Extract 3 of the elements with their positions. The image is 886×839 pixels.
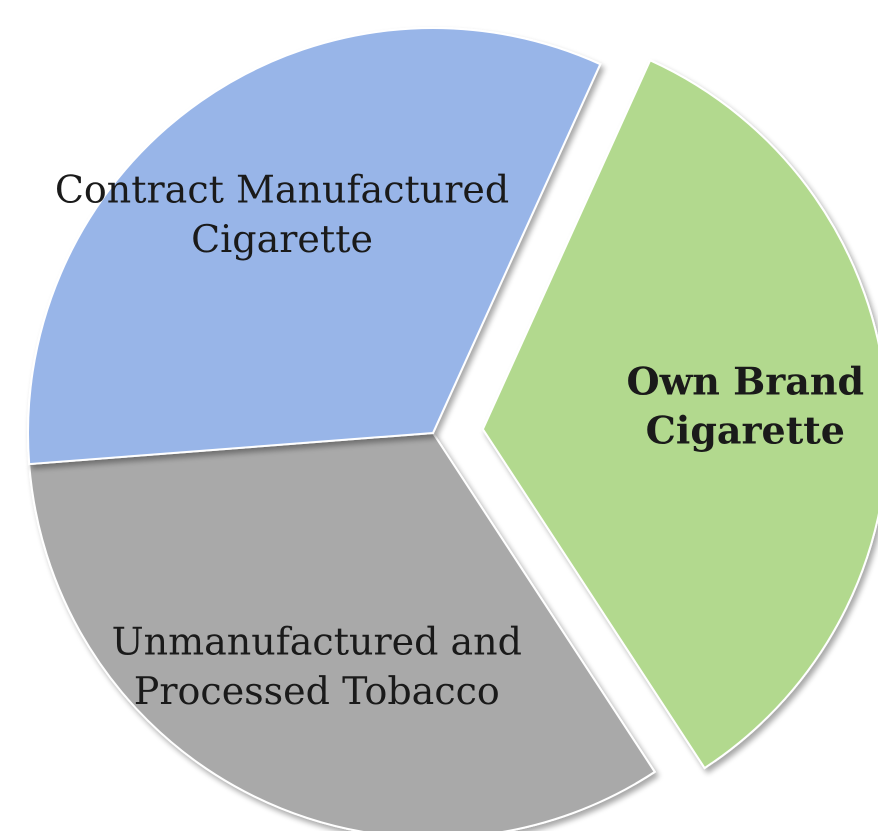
slice-label: Contract Manufactured Cigarette: [54, 168, 510, 261]
slice-label: Unmanufactured and Processed Tobacco: [112, 619, 522, 713]
slice-label: Own Brand Cigarette: [626, 358, 864, 453]
